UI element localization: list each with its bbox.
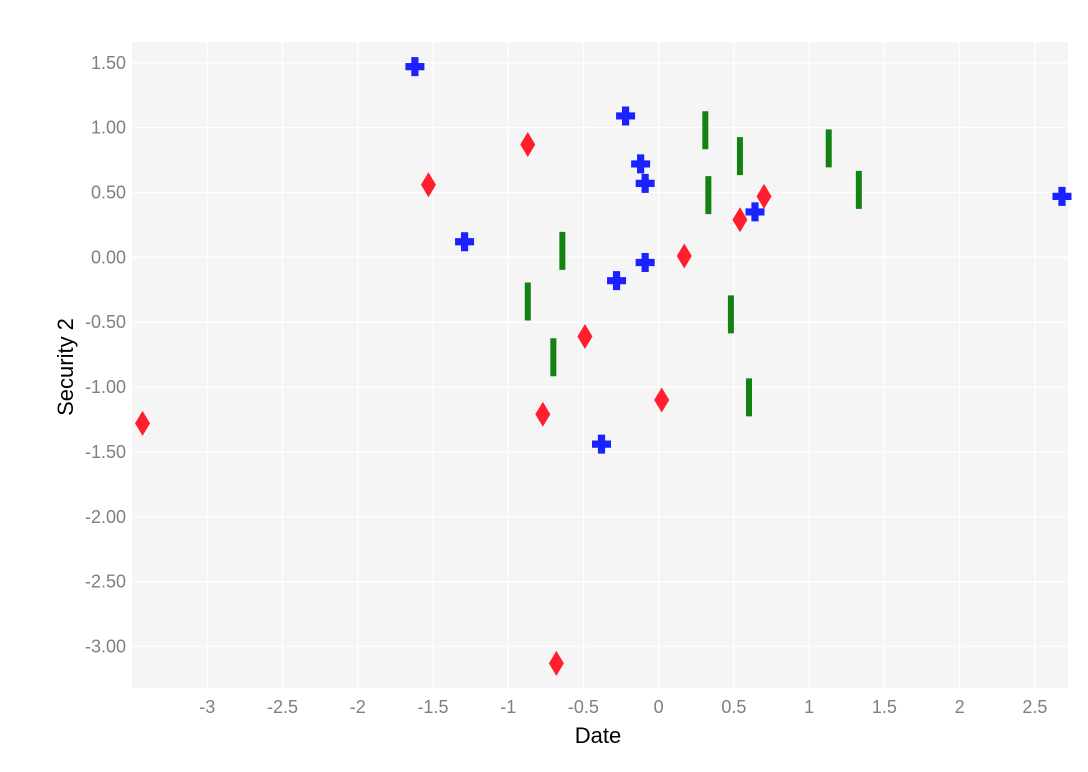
x-tick-label: -1 [500, 697, 516, 717]
diamond-point [732, 207, 748, 233]
cross-point [635, 253, 655, 273]
cross-point [745, 202, 765, 222]
cross-point [455, 232, 475, 252]
cross-point [1052, 186, 1072, 206]
y-tick-label: -0.50 [85, 312, 126, 332]
y-tick-label: 1.50 [91, 53, 126, 73]
cross-point [631, 154, 651, 174]
cross-point [592, 434, 612, 454]
y-tick-label: -3.00 [85, 636, 126, 656]
x-tick-labels: -3 -2.5 -2 -1.5 -1 -0.5 0 0.5 1 1.5 2 2.5 [199, 697, 1047, 717]
x-tick-label: 2.5 [1022, 697, 1047, 717]
diamond-point [654, 387, 670, 413]
plot-area [132, 42, 1068, 688]
cross-point [616, 106, 636, 126]
y-tick-label: -2.00 [85, 507, 126, 527]
cross-point [405, 57, 425, 77]
x-tick-label: 0 [654, 697, 664, 717]
diamond-point [520, 131, 536, 157]
y-tick-label: -1.50 [85, 442, 126, 462]
x-tick-label: -2 [350, 697, 366, 717]
diamond-point [548, 650, 564, 676]
diamond-point [420, 172, 436, 198]
diamond-point [676, 243, 692, 269]
y-tick-label: 1.00 [91, 118, 126, 138]
x-tick-label: 0.5 [721, 697, 746, 717]
x-tick-label: -2.5 [267, 697, 298, 717]
diamond-point [135, 410, 151, 436]
y-tick-label: 0.00 [91, 247, 126, 267]
x-tick-label: -0.5 [568, 697, 599, 717]
diamond-point [535, 401, 551, 427]
cross-point [635, 173, 655, 193]
x-tick-label: -3 [199, 697, 215, 717]
x-tick-label: 2 [955, 697, 965, 717]
x-tick-label: -1.5 [417, 697, 448, 717]
x-tick-label: 1.5 [872, 697, 897, 717]
y-axis-title: Security 2 [53, 318, 78, 416]
cross-point [607, 271, 627, 291]
x-gridlines [206, 42, 1036, 688]
x-axis-title: Date [575, 723, 621, 748]
x-tick-label: 1 [804, 697, 814, 717]
diamond-point [577, 323, 593, 349]
y-tick-label: -2.50 [85, 572, 126, 592]
y-gridlines [132, 62, 1068, 648]
diamond-point [756, 183, 772, 209]
y-tick-labels: 1.50 1.00 0.50 0.00 -0.50 -1.00 -1.50 -2.00 -2.5… [85, 53, 126, 657]
y-tick-label: -1.00 [85, 377, 126, 397]
data-points [135, 57, 1072, 676]
y-tick-label: 0.50 [91, 182, 126, 202]
